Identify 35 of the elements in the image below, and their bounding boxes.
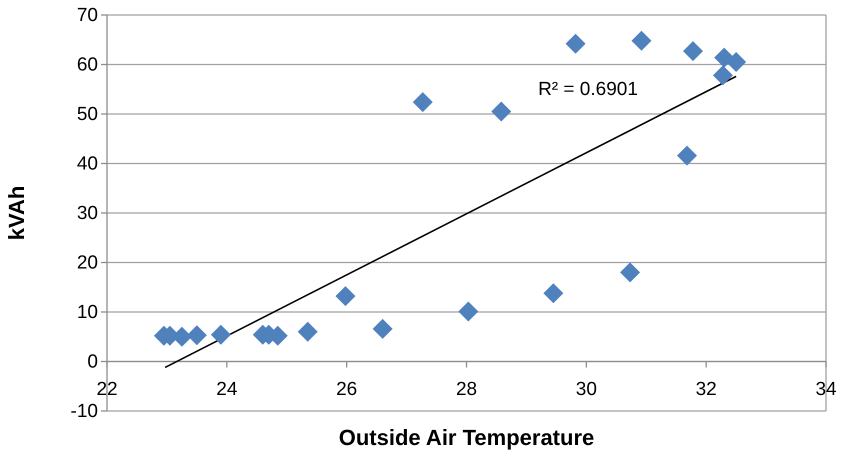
- point: [298, 322, 318, 342]
- point: [186, 325, 207, 346]
- point: [712, 65, 733, 86]
- point: [335, 286, 356, 306]
- point: [372, 318, 393, 339]
- y-tick-label: 70: [76, 5, 98, 26]
- x-axis-title: Outside Air Temperature: [338, 425, 594, 450]
- point: [210, 324, 231, 345]
- x-tick-label: 34: [815, 378, 837, 400]
- x-tick-label: 30: [576, 378, 597, 400]
- x-tick-label: 24: [216, 378, 238, 400]
- x-tick-label: 32: [696, 378, 717, 400]
- y-tick-label: 60: [76, 54, 98, 76]
- annotation: R² = 0.6901: [538, 79, 638, 100]
- x-tick-label: 26: [336, 378, 358, 400]
- x-tick-label: 22: [96, 378, 118, 400]
- y-tick-label: 20: [76, 252, 98, 274]
- point: [566, 34, 586, 54]
- point: [631, 30, 652, 51]
- y-axis-title: kVAh: [4, 186, 29, 240]
- point: [543, 283, 564, 304]
- point: [412, 92, 433, 112]
- point: [620, 262, 640, 282]
- point: [726, 52, 746, 72]
- point: [682, 41, 703, 62]
- x-tick-label: 28: [456, 378, 478, 400]
- y-tick-label: 30: [76, 203, 98, 224]
- point: [676, 146, 697, 166]
- y-tick-label: 40: [76, 154, 98, 175]
- y-tick-label: 0: [87, 352, 98, 373]
- point: [491, 102, 512, 122]
- y-tick-label: 10: [76, 302, 98, 324]
- point: [458, 302, 478, 322]
- y-tick-label: -10: [70, 401, 98, 422]
- y-tick-label: 50: [76, 104, 98, 126]
